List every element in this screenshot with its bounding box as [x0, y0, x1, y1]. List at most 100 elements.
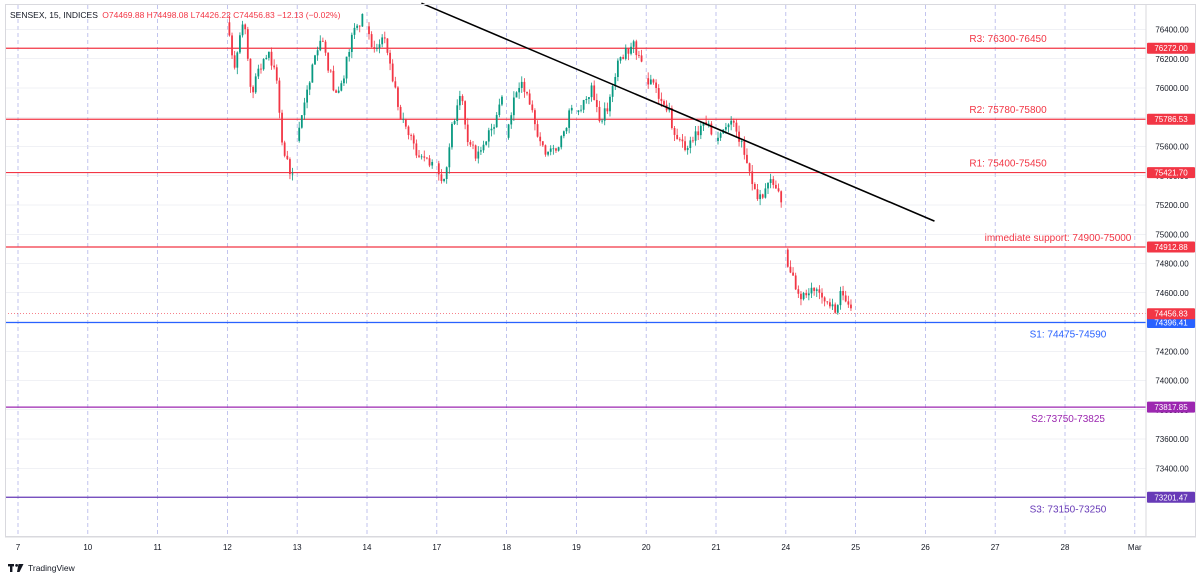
- candle-body: [440, 174, 443, 181]
- candle-body: [655, 82, 657, 89]
- candle-body: [759, 194, 762, 200]
- candle-body: [233, 55, 236, 68]
- candle-body: [340, 83, 343, 91]
- x-tick-label: 7: [16, 543, 21, 552]
- symbol-header: SENSEX, 15, INDICES O74469.88 H74498.08 …: [10, 10, 340, 20]
- candle-body: [724, 127, 727, 130]
- candle-body: [847, 301, 850, 305]
- candle-body: [821, 292, 823, 298]
- candle-body: [415, 143, 418, 156]
- candle-body: [544, 145, 547, 155]
- candle-body: [356, 25, 359, 28]
- candle-body: [510, 115, 513, 125]
- candle-body: [314, 55, 316, 65]
- candle-body: [487, 130, 490, 142]
- level-axis-badge: [1147, 401, 1195, 413]
- candle-body: [383, 37, 386, 39]
- y-tick-label: 73400.00: [1155, 464, 1189, 473]
- candle-body: [842, 290, 844, 296]
- candle-body: [456, 105, 459, 121]
- candle-body: [291, 173, 294, 175]
- candle-body: [539, 136, 542, 142]
- candle-body: [343, 78, 345, 84]
- candle-body: [649, 79, 652, 85]
- candle-body: [730, 120, 733, 125]
- candle-body: [678, 139, 681, 141]
- candle-body: [850, 304, 852, 309]
- candle-body: [590, 85, 593, 98]
- candle-body: [772, 179, 775, 185]
- candle-body: [472, 144, 474, 146]
- candle-body: [789, 266, 792, 273]
- x-tick-label: 27: [991, 543, 1000, 552]
- candle-body: [611, 86, 614, 97]
- candle-body: [289, 159, 291, 175]
- candle-body: [794, 275, 797, 290]
- candle-body: [707, 123, 710, 125]
- x-tick-label: 14: [363, 543, 372, 552]
- candle-body: [464, 101, 467, 125]
- candle-body: [598, 106, 601, 122]
- candle-body: [453, 120, 456, 124]
- candle-body: [335, 90, 337, 93]
- candle-body: [286, 155, 289, 160]
- level-axis-label: 76272.00: [1154, 44, 1188, 53]
- candle-body: [748, 163, 751, 172]
- candle-body: [727, 124, 730, 128]
- level-text: S1: 74475-74590: [1030, 330, 1107, 341]
- candle-body: [775, 184, 777, 189]
- x-tick-label: 19: [572, 543, 581, 552]
- candle-body: [624, 47, 627, 59]
- candle-body: [244, 24, 247, 30]
- level-axis-badge: [1147, 491, 1195, 503]
- candle-body: [844, 295, 847, 302]
- candle-body: [512, 97, 515, 116]
- candle-body: [562, 131, 565, 137]
- candle-body: [249, 58, 252, 87]
- candle-body: [443, 179, 445, 181]
- trendline-layer: [421, 2, 935, 222]
- candle-body: [689, 140, 692, 148]
- candle-body: [616, 60, 619, 77]
- candle-body: [831, 304, 834, 307]
- level-axis-label: 75421.70: [1154, 169, 1188, 178]
- y-tick-label: 76200.00: [1155, 55, 1189, 64]
- candle-body: [412, 135, 415, 144]
- candle-body: [327, 52, 330, 71]
- candle-body: [324, 41, 327, 53]
- y-tick-label: 75200.00: [1155, 201, 1189, 210]
- candle-body: [568, 110, 571, 128]
- candle-body: [585, 98, 588, 101]
- y-tick-label: 75000.00: [1155, 230, 1189, 239]
- candle-body: [283, 142, 286, 156]
- candle-body: [308, 82, 311, 90]
- x-tick-label: 12: [223, 543, 232, 552]
- y-tick-label: 74600.00: [1155, 289, 1189, 298]
- candle-body: [394, 81, 397, 88]
- candle-body: [381, 37, 384, 45]
- candle-body: [485, 141, 488, 145]
- candle-body: [536, 124, 539, 137]
- candle-body: [635, 41, 638, 56]
- candle-body: [300, 115, 303, 128]
- candle-body: [236, 52, 239, 68]
- candle-body: [818, 289, 821, 293]
- candle-body: [541, 141, 544, 146]
- candle-body: [640, 55, 643, 62]
- candle-body: [373, 47, 376, 49]
- candle-body: [495, 114, 498, 128]
- candle-body: [570, 107, 573, 111]
- candle-body: [630, 46, 632, 54]
- candle-body: [761, 194, 764, 198]
- candle-body: [732, 120, 735, 123]
- candle-body: [231, 35, 233, 56]
- candle-body: [267, 51, 270, 58]
- candle-body: [552, 148, 555, 150]
- x-tick-label: 26: [921, 543, 930, 552]
- price-axis-label: 74456.83: [1154, 310, 1188, 319]
- trendline[interactable]: [421, 2, 935, 222]
- tradingview-branding[interactable]: TradingView: [8, 563, 75, 573]
- x-tick-label: 11: [153, 543, 162, 552]
